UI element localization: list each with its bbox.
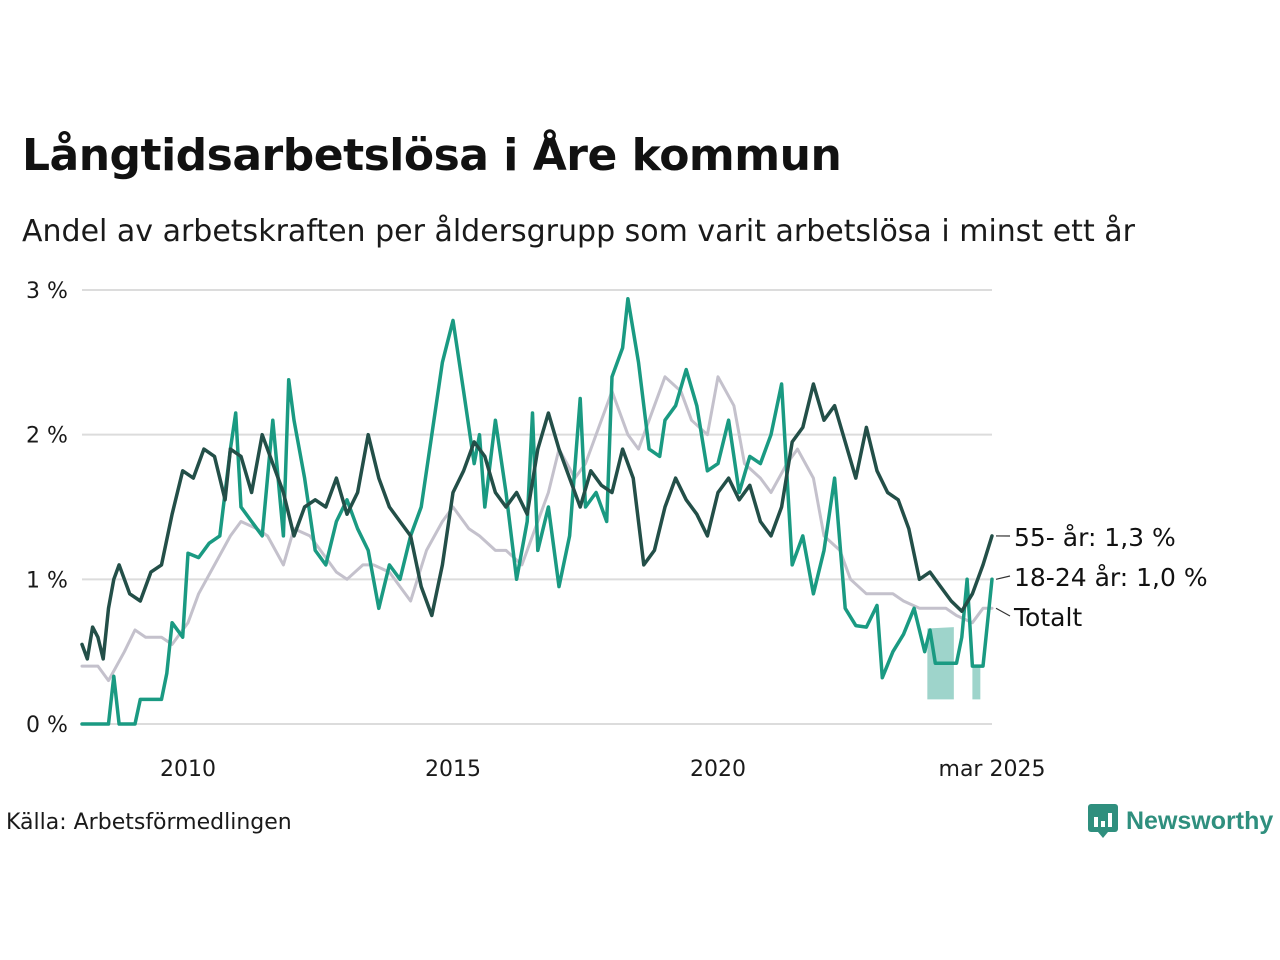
series-end-label: 18-24 år: 1,0 % [1014, 563, 1208, 592]
gridlines [82, 289, 992, 725]
x-axis-ticks: 2010 2015 2020 mar 2025 [160, 757, 1045, 782]
series-end-label: Totalt [1013, 603, 1082, 632]
source-note: Källa: Arbetsförmedlingen [6, 810, 292, 835]
x-tick-label: 2020 [690, 757, 746, 782]
label-leader-line [995, 607, 1011, 617]
brand-name: Newsworthy [1126, 806, 1274, 835]
x-tick-label: 2015 [425, 757, 481, 782]
series-end-label: 55- år: 1,3 % [1014, 523, 1176, 552]
x-tick-label: 2010 [160, 757, 216, 782]
x-tick-label: mar 2025 [939, 757, 1046, 782]
brand-logo[interactable]: Newsworthy [1088, 804, 1273, 838]
series-end-labels: Totalt 18-24 år: 1,0 % 55- år: 1,3 % [995, 523, 1208, 632]
series-line [80, 375, 994, 683]
y-tick-label: 0 % [26, 713, 68, 738]
y-tick-label: 1 % [26, 568, 68, 593]
y-tick-label: 3 % [26, 279, 68, 304]
uncertainty-band [972, 666, 981, 700]
series-line [80, 296, 994, 726]
series-lines [80, 296, 994, 726]
newsworthy-chart-icon [1088, 804, 1118, 838]
chart-title: Långtidsarbetslösa i Åre kommun [22, 130, 842, 181]
y-axis-ticks: 0 % 1 % 2 % 3 % [26, 279, 68, 738]
label-leader-line [995, 575, 1011, 580]
chart-subtitle: Andel av arbetskraften per åldersgrupp s… [22, 214, 1135, 249]
series-line [80, 382, 994, 661]
y-tick-label: 2 % [26, 424, 68, 449]
